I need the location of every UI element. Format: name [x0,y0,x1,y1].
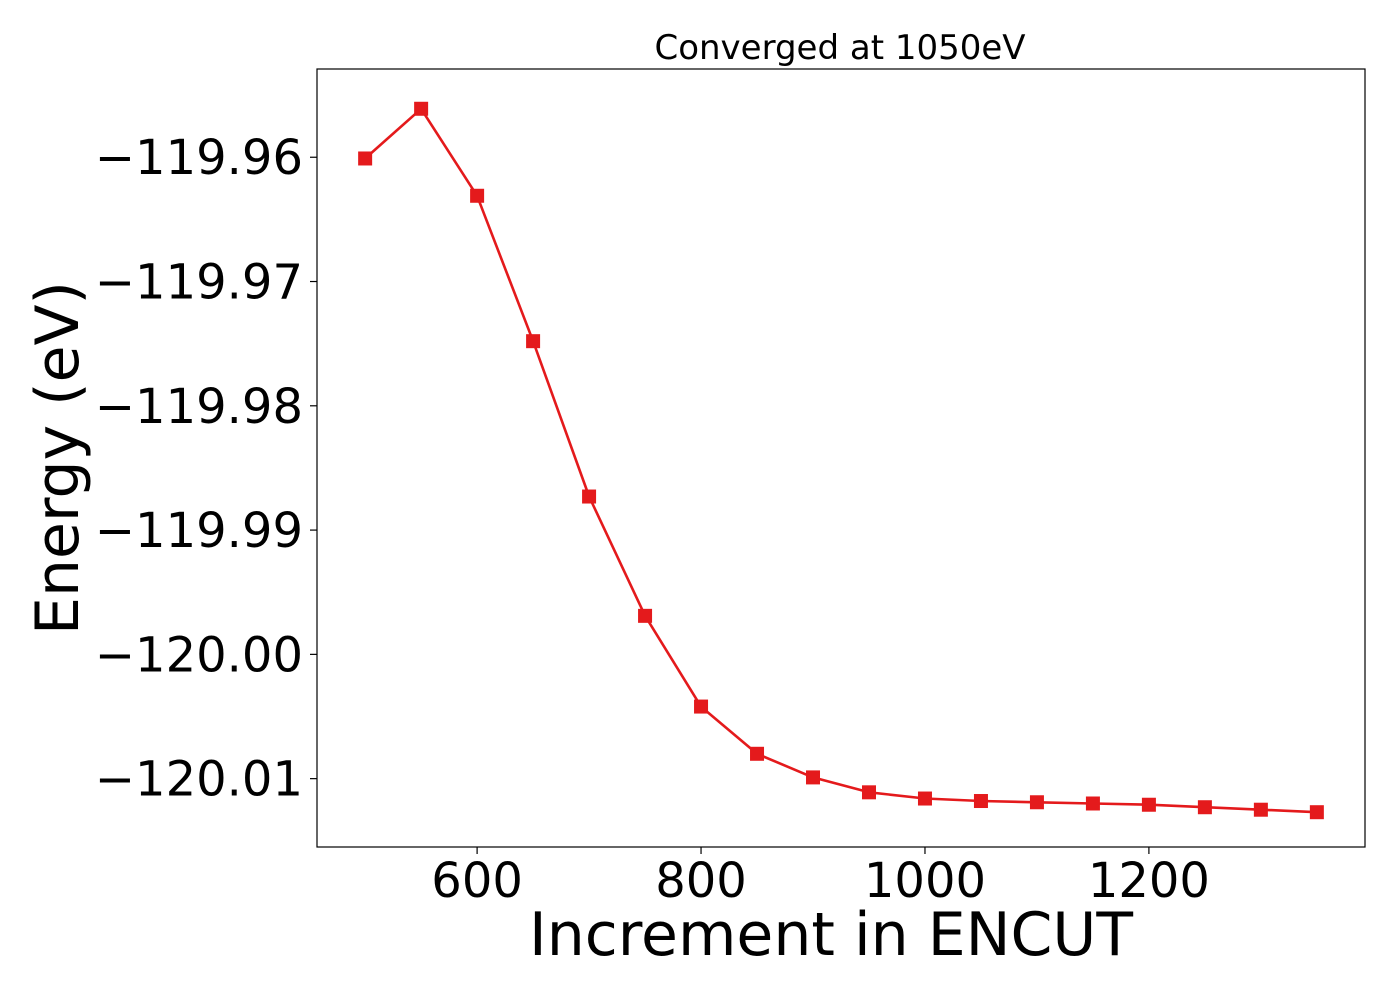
y-axis-title: Energy (eV) [23,281,93,635]
y-axis: −119.96 −119.97 −119.98 −119.99 −120.00 −120.… [95,130,317,808]
data-point [694,699,709,714]
x-axis-title: Increment in ENCUT [529,900,1133,970]
y-tick-label: −120.01 [95,752,303,808]
y-tick-label: −119.96 [95,130,303,186]
x-axis: 600 800 1000 1200 [431,847,1210,909]
data-point [1197,800,1212,815]
x-tick-label: 1000 [864,853,986,909]
series-line [364,107,1317,814]
data-point [806,770,821,785]
data-point [414,101,429,116]
data-point [582,489,597,504]
plot-frame [316,68,1366,848]
data-point [917,791,932,806]
data-point [1029,795,1044,810]
data-point [358,151,373,166]
chart-title: Converged at 1050eV [654,28,1025,68]
data-point [526,334,541,349]
y-tick-label: −119.99 [95,503,303,559]
y-tick-label: −119.97 [95,255,303,311]
data-point [1309,805,1324,820]
plot-area [358,101,1324,820]
data-point [750,746,765,761]
data-point [1085,796,1100,811]
data-point [638,608,653,623]
y-tick-label: −119.98 [95,379,303,435]
data-point [470,188,485,203]
x-tick-label: 800 [655,853,747,909]
x-tick-label: 1200 [1088,853,1210,909]
data-point [1141,797,1156,812]
data-point [1253,802,1268,817]
data-point [973,794,988,809]
data-point [861,785,876,800]
y-tick-label: −120.00 [95,627,303,683]
x-tick-label: 600 [431,853,523,909]
